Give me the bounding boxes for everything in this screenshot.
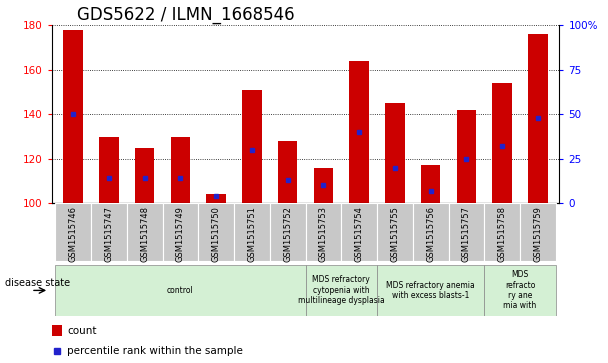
Bar [385, 103, 405, 203]
Text: GSM1515750: GSM1515750 [212, 206, 221, 262]
Text: MDS
refracto
ry ane
mia with: MDS refracto ry ane mia with [503, 270, 537, 310]
Text: count: count [67, 326, 97, 336]
Bar [492, 83, 512, 203]
Bar [99, 136, 119, 203]
Text: GSM1515755: GSM1515755 [390, 206, 399, 262]
Bar [270, 203, 306, 261]
Bar [55, 203, 91, 261]
Bar [341, 203, 377, 261]
Bar [234, 203, 270, 261]
Bar [206, 195, 226, 203]
Text: GSM1515748: GSM1515748 [140, 206, 149, 262]
Text: GSM1515758: GSM1515758 [498, 206, 506, 262]
Bar [63, 30, 83, 203]
Bar [171, 136, 190, 203]
Text: MDS refractory
cytopenia with
multilineage dysplasia: MDS refractory cytopenia with multilinea… [298, 276, 385, 305]
Text: GSM1515752: GSM1515752 [283, 206, 292, 262]
Bar [135, 148, 154, 203]
Text: percentile rank within the sample: percentile rank within the sample [67, 346, 243, 356]
Text: GSM1515759: GSM1515759 [533, 206, 542, 262]
Text: GSM1515749: GSM1515749 [176, 206, 185, 262]
Bar [485, 265, 556, 316]
Text: GDS5622 / ILMN_1668546: GDS5622 / ILMN_1668546 [77, 6, 295, 24]
Bar [306, 265, 377, 316]
Text: GSM1515746: GSM1515746 [69, 206, 78, 262]
Bar [520, 203, 556, 261]
Bar [278, 141, 297, 203]
Text: GSM1515756: GSM1515756 [426, 206, 435, 262]
Bar [314, 168, 333, 203]
Bar [242, 90, 261, 203]
Bar [485, 203, 520, 261]
Text: GSM1515747: GSM1515747 [105, 206, 113, 262]
Bar [413, 203, 449, 261]
Bar [91, 203, 126, 261]
Text: GSM1515757: GSM1515757 [462, 206, 471, 262]
Text: disease state: disease state [5, 278, 71, 288]
Bar [306, 203, 341, 261]
Text: control: control [167, 286, 194, 295]
Bar [377, 265, 485, 316]
Bar [528, 34, 548, 203]
Bar [126, 203, 162, 261]
Bar [162, 203, 198, 261]
Text: GSM1515754: GSM1515754 [354, 206, 364, 262]
Text: MDS refractory anemia
with excess blasts-1: MDS refractory anemia with excess blasts… [386, 281, 475, 300]
Bar [198, 203, 234, 261]
Text: GSM1515751: GSM1515751 [247, 206, 257, 262]
Bar [350, 61, 369, 203]
Bar [421, 166, 440, 203]
Text: GSM1515753: GSM1515753 [319, 206, 328, 262]
Bar [377, 203, 413, 261]
Bar [55, 265, 306, 316]
Bar [457, 110, 476, 203]
Bar [449, 203, 485, 261]
Bar [52, 325, 63, 336]
